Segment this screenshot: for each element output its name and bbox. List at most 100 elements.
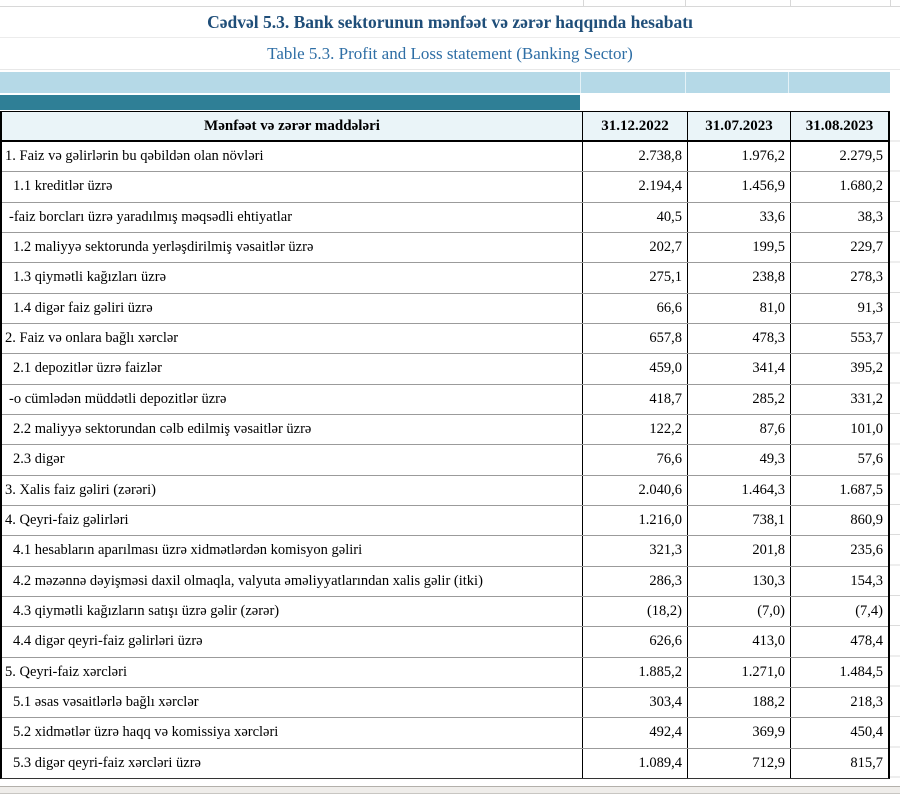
row-label-cell[interactable]: 2.3 digər [13,451,65,468]
table-subtitle-row: Table 5.3. Profit and Loss statement (Ba… [0,38,900,70]
gridline [583,0,584,6]
row-label-cell[interactable]: 4.4 digər qeyri-faiz gəlirləri üzrə [13,633,203,650]
row-label-cell[interactable]: 4.2 məzənnə dəyişməsi daxil olmaqla, val… [13,572,483,589]
value-cell[interactable]: 87,6 [687,414,790,445]
value-cell[interactable]: 369,9 [687,718,790,748]
row-label-cell[interactable]: 5.2 xidmətlər üzrə haqq və komissiya xər… [13,724,279,741]
value-cell[interactable]: (18,2) [582,596,687,627]
table-subtitle[interactable]: Table 5.3. Profit and Loss statement (Ba… [267,43,633,63]
header-date-column[interactable]: 31.12.2022 [582,112,687,140]
row-label-cell[interactable]: -o cümlədən müddətli depozitlər üzrə [9,390,227,407]
table-row: 2.2 maliyyə sektorundan cəlb edilmiş vəs… [2,413,888,445]
table-row: 3. Xalis faiz gəliri (zərəri) 2.040,6 1.46… [2,474,888,505]
value-cell[interactable]: 553,7 [790,323,888,354]
value-cell[interactable]: 2.194,4 [582,172,687,202]
value-cell[interactable]: 278,3 [790,263,888,293]
row-label-cell[interactable]: 1.2 maliyyə sektorunda yerləşdirilmiş və… [13,239,314,256]
gridline [685,72,686,93]
value-cell[interactable]: 331,2 [790,384,888,414]
row-label-cell[interactable]: 5.3 digər qeyri-faiz xərcləri üzrə [13,754,201,771]
value-cell[interactable]: 738,1 [687,505,790,536]
value-cell[interactable]: 418,7 [582,384,687,414]
value-cell[interactable]: 40,5 [582,202,687,232]
value-cell[interactable]: 154,3 [790,566,888,596]
value-cell[interactable]: 459,0 [582,354,687,384]
header-date-column[interactable]: 31.08.2023 [790,112,888,140]
value-cell[interactable]: 1.216,0 [582,505,687,536]
value-cell[interactable]: 76,6 [582,445,687,475]
value-cell[interactable]: 1.885,2 [582,657,687,687]
value-cell[interactable]: 492,4 [582,718,687,748]
value-cell[interactable]: 478,4 [790,627,888,657]
value-cell[interactable]: 1.456,9 [687,172,790,202]
value-cell[interactable]: 188,2 [687,687,790,718]
profit-loss-table: Mənfəət və zərər maddələri 31.12.2022 31… [0,111,890,779]
value-cell[interactable]: 49,3 [687,445,790,475]
row-label-cell[interactable]: 4. Qeyri-faiz gəlirləri [5,512,129,529]
value-cell[interactable]: 285,2 [687,384,790,414]
row-label-cell[interactable]: 4.3 qiymətli kağızların satışı üzrə gəli… [13,603,280,620]
value-cell[interactable]: 229,7 [790,232,888,263]
value-cell[interactable]: 1.680,2 [790,172,888,202]
row-label-cell[interactable]: 3. Xalis faiz gəliri (zərəri) [5,481,156,498]
table-row: 1.1 kreditlər üzrə 2.194,4 1.456,9 1.680,2 [2,171,888,202]
value-cell[interactable]: 1.687,5 [790,475,888,505]
value-cell[interactable]: (7,0) [687,596,790,627]
value-cell[interactable]: 122,2 [582,414,687,445]
row-label-cell[interactable]: 4.1 hesabların aparılması üzrə xidmətlər… [13,542,363,559]
table-row: 5. Qeyri-faiz xərcləri 1.885,2 1.271,0 1.48… [2,656,888,687]
value-cell[interactable]: 130,3 [687,566,790,596]
value-cell[interactable]: (7,4) [790,596,888,627]
row-label-cell[interactable]: 1.3 qiymətli kağızları üzrə [13,269,167,286]
value-cell[interactable]: 57,6 [790,445,888,475]
value-cell[interactable]: 199,5 [687,232,790,263]
value-cell[interactable]: 238,8 [687,263,790,293]
value-cell[interactable]: 101,0 [790,414,888,445]
value-cell[interactable]: 66,6 [582,293,687,323]
header-date-column[interactable]: 31.07.2023 [687,112,790,140]
value-cell[interactable]: 38,3 [790,202,888,232]
table-row: 2.1 depozitlər üzrə faizlər 459,0 341,4 395… [2,353,888,384]
value-cell[interactable]: 201,8 [687,536,790,566]
table-body: 1. Faiz və gəlirlərin bu qəbildən olan n… [2,142,888,778]
row-label-cell[interactable]: 2. Faiz və onlara bağlı xərclər [5,330,179,347]
value-cell[interactable]: 218,3 [790,687,888,718]
row-label-cell[interactable]: 2.1 depozitlər üzrə faizlər [13,360,162,377]
row-label-cell[interactable]: 1. Faiz və gəlirlərin bu qəbildən olan n… [5,148,264,165]
value-cell[interactable]: 657,8 [582,323,687,354]
row-label-cell[interactable]: 5.1 əsas vəsaitlərlə bağlı xərclər [13,694,199,711]
value-cell[interactable]: 303,4 [582,687,687,718]
value-cell[interactable]: 712,9 [687,748,790,778]
value-cell[interactable]: 321,3 [582,536,687,566]
value-cell[interactable]: 1.976,2 [687,142,790,172]
row-label-cell[interactable]: 5. Qeyri-faiz xərcləri [5,663,127,680]
value-cell[interactable]: 450,4 [790,718,888,748]
table-title[interactable]: Cədvəl 5.3. Bank sektorunun mənfəət və z… [207,11,693,32]
row-label-cell[interactable]: 1.4 digər faiz gəliri üzrə [13,299,153,316]
value-cell[interactable]: 81,0 [687,293,790,323]
value-cell[interactable]: 275,1 [582,263,687,293]
value-cell[interactable]: 91,3 [790,293,888,323]
value-cell[interactable]: 235,6 [790,536,888,566]
row-label-cell[interactable]: -faiz borcları üzrə yaradılmış məqsədli … [9,208,293,225]
row-label-cell[interactable]: 2.2 maliyyə sektorundan cəlb edilmiş vəs… [13,421,312,438]
header-items-label[interactable]: Mənfəət və zərər maddələri [204,117,380,134]
value-cell[interactable]: 815,7 [790,748,888,778]
value-cell[interactable]: 860,9 [790,505,888,536]
value-cell[interactable]: 33,6 [687,202,790,232]
value-cell[interactable]: 1.484,5 [790,657,888,687]
value-cell[interactable]: 1.271,0 [687,657,790,687]
value-cell[interactable]: 626,6 [582,627,687,657]
value-cell[interactable]: 1.464,3 [687,475,790,505]
value-cell[interactable]: 478,3 [687,323,790,354]
value-cell[interactable]: 2.279,5 [790,142,888,172]
row-label-cell[interactable]: 1.1 kreditlər üzrə [13,178,113,195]
value-cell[interactable]: 395,2 [790,354,888,384]
value-cell[interactable]: 341,4 [687,354,790,384]
value-cell[interactable]: 1.089,4 [582,748,687,778]
value-cell[interactable]: 2.738,8 [582,142,687,172]
value-cell[interactable]: 202,7 [582,232,687,263]
value-cell[interactable]: 286,3 [582,566,687,596]
value-cell[interactable]: 2.040,6 [582,475,687,505]
value-cell[interactable]: 413,0 [687,627,790,657]
